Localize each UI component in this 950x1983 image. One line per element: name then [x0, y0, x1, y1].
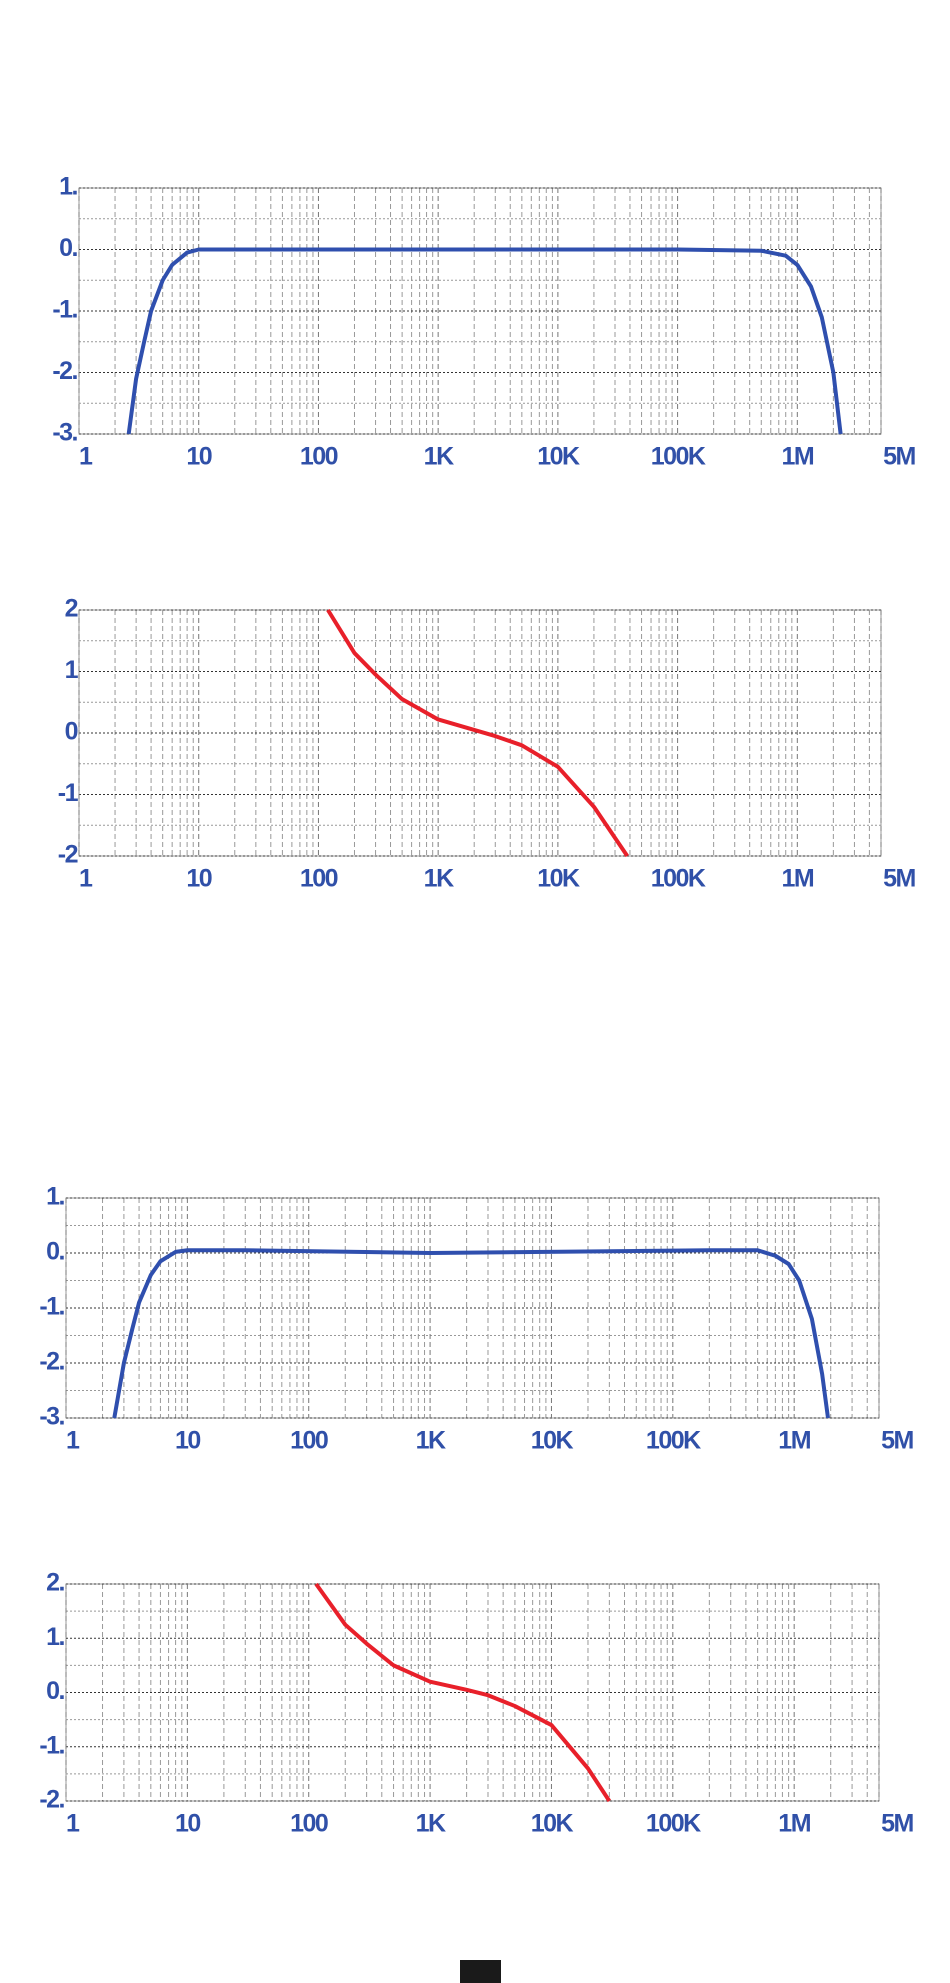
x-tick-label: 1 [66, 1427, 80, 1455]
x-tick-label: 5M [883, 443, 915, 471]
x-tick-label: 5M [881, 1427, 913, 1455]
y-tick-label: 1. [46, 1623, 64, 1651]
x-tick-label: 100K [651, 443, 706, 471]
y-tick-label: 0 [65, 718, 78, 746]
x-tick-label: 10 [175, 1427, 200, 1455]
y-tick-label: 1. [46, 1183, 64, 1211]
y-tick-label: -3. [39, 1403, 64, 1431]
x-tick-label: 100 [290, 1810, 328, 1838]
x-tick-label: 1M [781, 865, 813, 893]
x-tick-label: 100 [300, 443, 338, 471]
x-tick-label: 10 [186, 865, 211, 893]
x-tick-label: 100K [646, 1810, 701, 1838]
x-tick-label: 100K [646, 1427, 701, 1455]
y-tick-label: -1 [58, 779, 79, 807]
x-tick-label: 1 [79, 443, 93, 471]
x-tick-label: 10K [537, 443, 580, 471]
y-tick-label: -2. [39, 1786, 64, 1814]
x-tick-label: 5M [881, 1810, 913, 1838]
x-tick-label: 5M [883, 865, 915, 893]
x-tick-label: 1K [424, 443, 454, 471]
y-tick-label: -2 [58, 841, 78, 869]
data-line [326, 608, 629, 858]
x-tick-label: 100 [300, 865, 338, 893]
y-tick-label: 2 [65, 595, 78, 623]
y-tick-label: -1. [39, 1731, 64, 1759]
x-tick-label: 1M [778, 1427, 810, 1455]
y-tick-label: -2. [52, 357, 77, 385]
x-tick-label: 10K [531, 1427, 574, 1455]
data-line [314, 1582, 612, 1803]
x-tick-label: 10 [175, 1810, 200, 1838]
footer-block [460, 1960, 501, 1983]
x-tick-label: 1K [424, 865, 454, 893]
x-tick-label: 100K [651, 865, 706, 893]
y-tick-label: -2. [39, 1348, 64, 1376]
x-tick-label: 1M [778, 1810, 810, 1838]
y-tick-label: -1. [39, 1293, 64, 1321]
x-tick-label: 100 [290, 1427, 328, 1455]
y-tick-label: 1 [65, 656, 79, 684]
data-line [112, 1248, 830, 1419]
y-tick-label: -1. [52, 296, 77, 324]
y-tick-label: 0. [46, 1677, 64, 1705]
data-line [126, 247, 843, 435]
y-tick-label: -3. [52, 419, 77, 447]
x-tick-label: 1 [66, 1810, 80, 1838]
y-tick-label: 0. [59, 234, 77, 262]
y-tick-label: 1. [59, 173, 77, 201]
y-tick-label: 0. [46, 1238, 64, 1266]
x-tick-label: 10 [186, 443, 211, 471]
y-tick-label: 2. [46, 1569, 64, 1597]
x-tick-label: 1K [416, 1810, 446, 1838]
x-tick-label: 10K [537, 865, 580, 893]
x-tick-label: 10K [531, 1810, 574, 1838]
x-tick-label: 1M [781, 443, 813, 471]
x-tick-label: 1K [416, 1427, 446, 1455]
x-tick-label: 1 [79, 865, 93, 893]
